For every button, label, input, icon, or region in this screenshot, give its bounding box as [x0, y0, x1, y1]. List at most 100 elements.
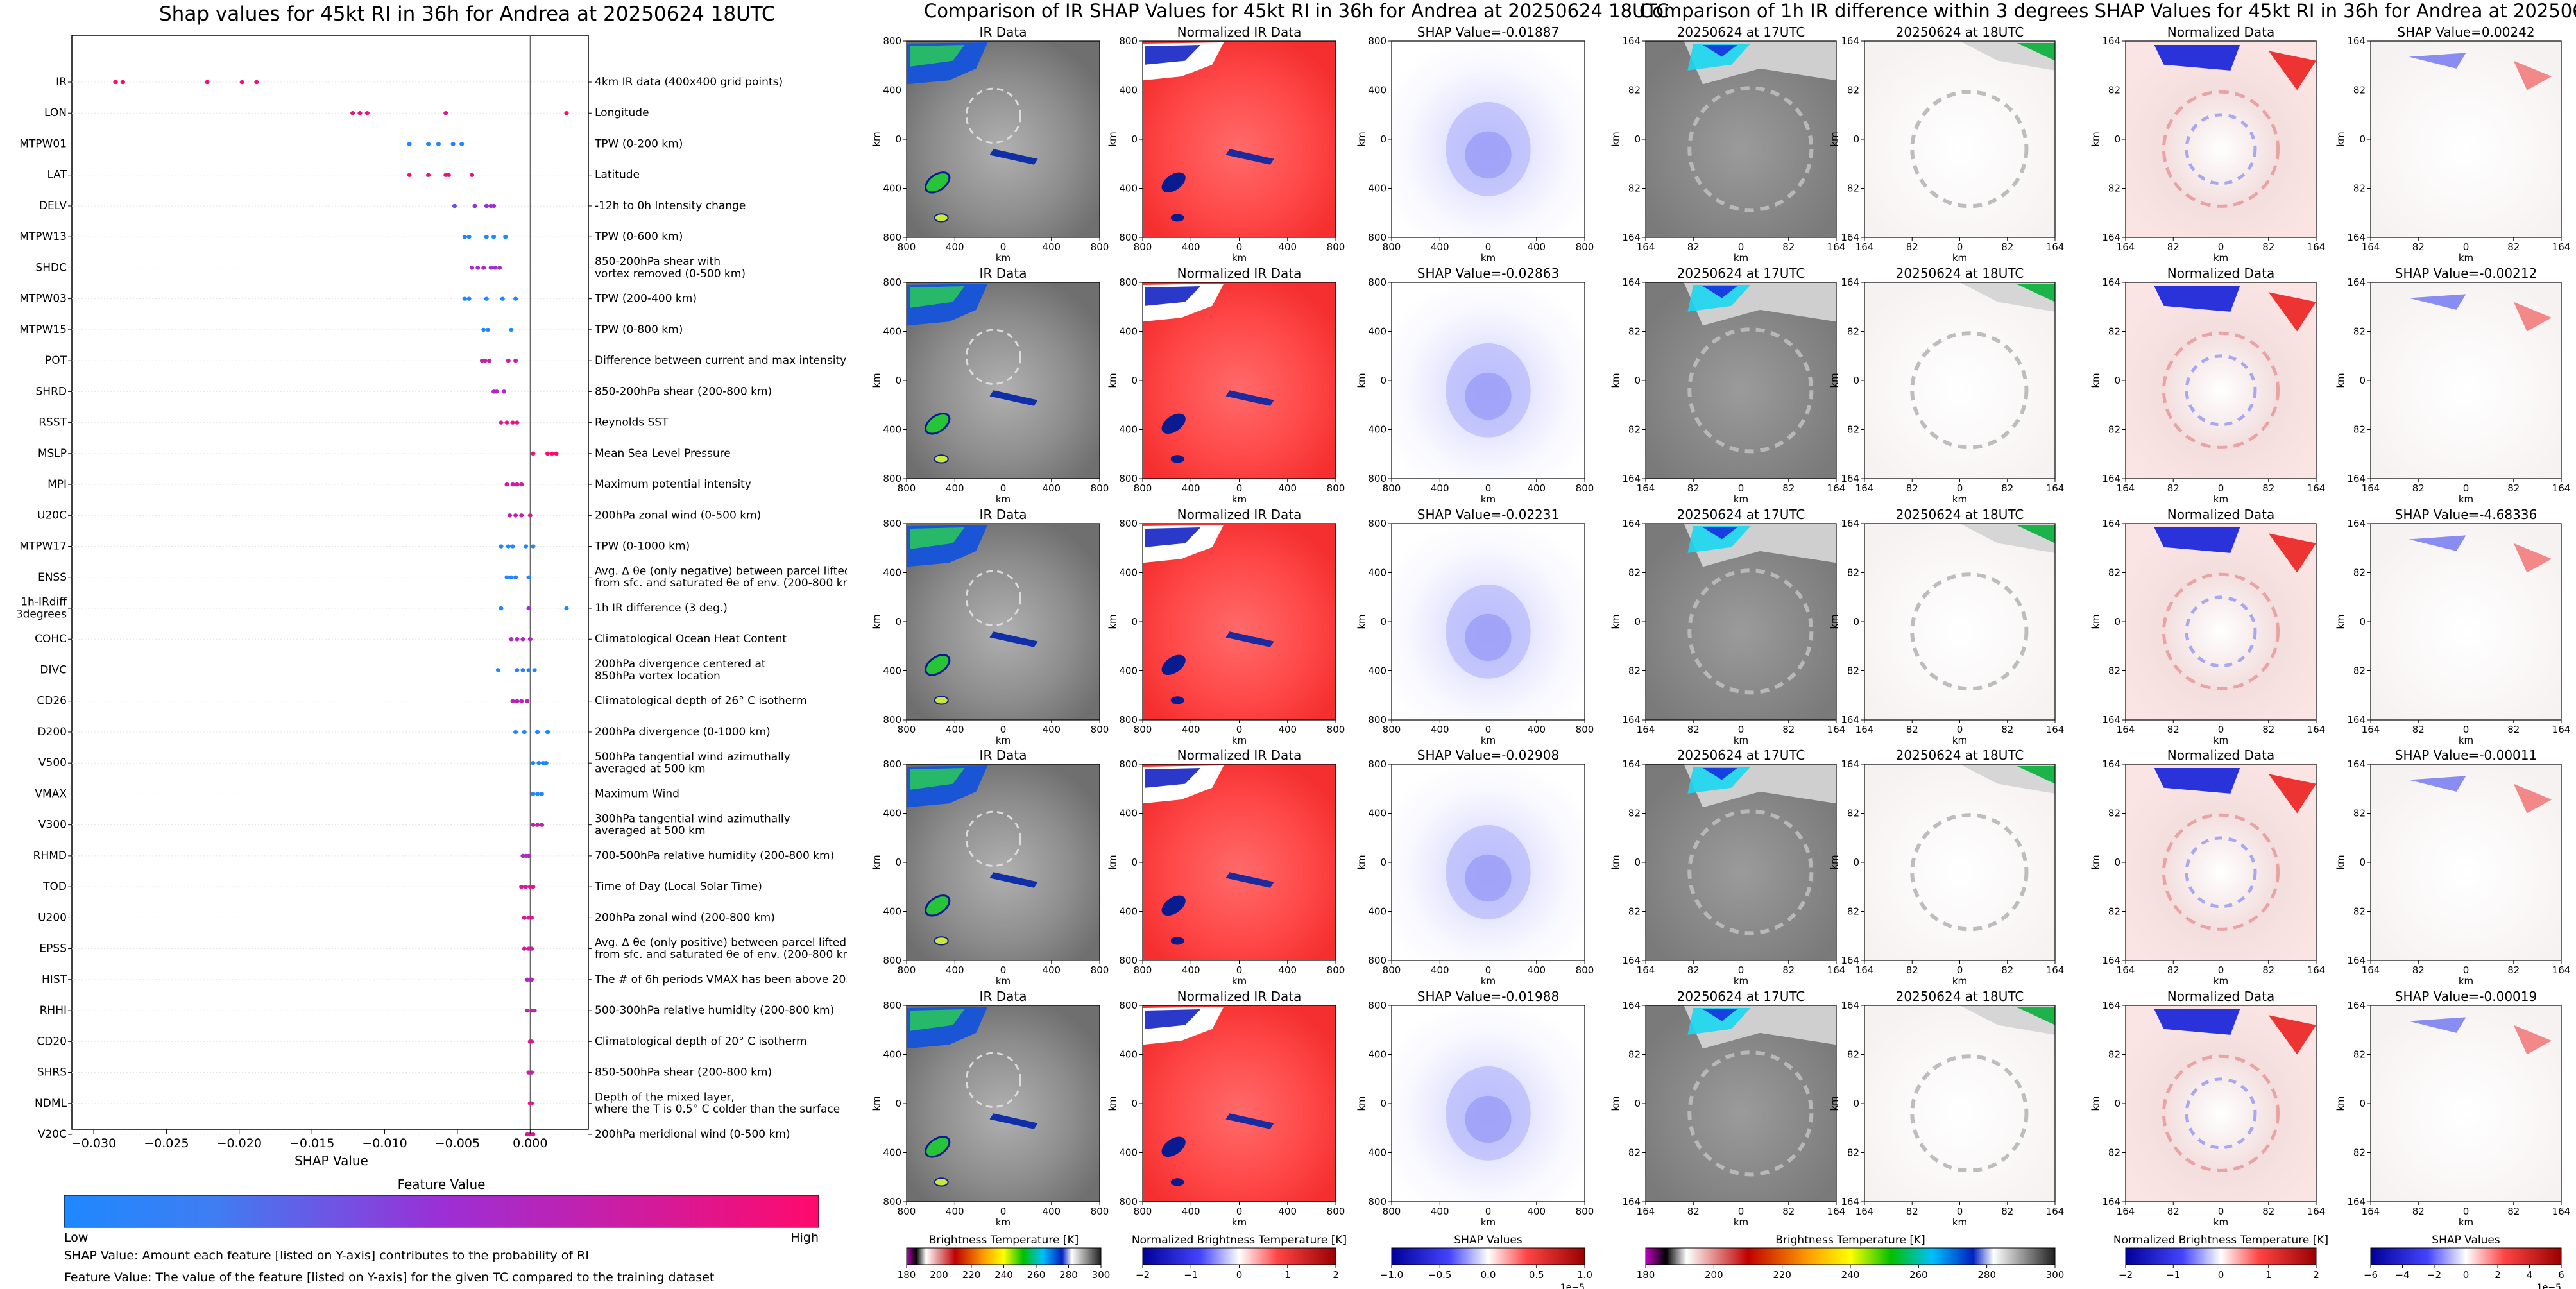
y-tick-label: 164	[2347, 277, 2366, 288]
y-tick-label: 82	[1628, 326, 1641, 337]
shap-point	[531, 451, 536, 456]
feature-description: Avg. Δ θe (only positive) between parcel…	[595, 936, 847, 961]
convective-cell	[1161, 172, 1186, 193]
y-tick-label: 164	[2347, 518, 2366, 529]
x-tick-label: 82	[2001, 482, 2013, 494]
y-tick-label: 0	[895, 1098, 901, 1109]
convective-cell	[925, 894, 951, 917]
shap-colorbar	[1391, 1247, 1585, 1265]
y-tick-label: 164	[2102, 714, 2120, 726]
y-tick-label: 164	[1841, 1000, 1859, 1011]
y-tick-label: 400	[1119, 808, 1138, 819]
shap-point	[491, 203, 497, 209]
y-axis-label: km	[2090, 614, 2101, 629]
panel-title: 20250624 at 17UTC	[1677, 266, 1805, 281]
x-axis-label: km	[1734, 1216, 1748, 1228]
y-tick-label: 400	[883, 1147, 901, 1159]
x-tick-label: 400	[1278, 1206, 1297, 1217]
y-tick-label: 82	[2108, 906, 2120, 918]
shap-point	[493, 266, 498, 270]
feature-description: 850-200hPa shear (200-800 km)	[595, 385, 772, 398]
x-tick-label: 0	[1957, 241, 1963, 253]
shap-point	[543, 760, 549, 765]
cold-cloud-core	[910, 1009, 965, 1031]
colorbar-tick-label: 4	[2527, 1269, 2533, 1281]
shap-positive-area	[2513, 60, 2552, 90]
shap-point	[523, 884, 529, 889]
y-tick-label: 164	[1622, 473, 1641, 484]
y-tick-label: 82	[1847, 85, 1859, 96]
colorbar-tick-label: −0.5	[1428, 1269, 1451, 1281]
feature-name: RSST	[38, 416, 67, 429]
x-axis-label: km	[996, 1216, 1011, 1228]
diff-swirl	[2162, 90, 2280, 208]
shap-point	[407, 142, 412, 146]
shap-negative-core	[1465, 854, 1512, 902]
y-tick-label: 164	[2347, 758, 2366, 770]
cold-cloud-cyan	[1687, 526, 1751, 553]
feature-name: MTPW15	[19, 323, 67, 336]
x-tick-label: 164	[2046, 241, 2065, 253]
panel-image	[1864, 764, 2055, 960]
x-tick-label: 82	[1782, 1206, 1795, 1217]
x-tick-label: 400	[1527, 1206, 1546, 1217]
y-axis-label: km	[1829, 373, 1840, 388]
y-tick-label: 82	[2108, 1049, 2120, 1061]
colorbar-tick-label: 300	[1092, 1269, 1111, 1281]
x-tick-label: 800	[1383, 241, 1401, 253]
x-axis-label: km	[996, 252, 1011, 264]
shap-point	[539, 792, 545, 796]
shap-point	[510, 482, 515, 487]
y-axis-label: km	[2335, 1096, 2346, 1111]
y-axis-label: km	[2090, 855, 2101, 869]
y-tick-label: 82	[1628, 1147, 1641, 1159]
y-axis-label: km	[1829, 1096, 1840, 1111]
x-tick-label: 82	[1906, 241, 1918, 253]
positive-diff	[2268, 774, 2316, 814]
x-axis-label: km	[1232, 975, 1247, 987]
y-axis-label: km	[1610, 855, 1621, 869]
y-tick-label: 0	[1634, 133, 1641, 145]
feature-name: DIVC	[40, 663, 67, 676]
x-tick-label: 164	[1637, 964, 1655, 976]
x-tick-label: 0	[1738, 241, 1744, 253]
x-tick-label: 0	[1485, 724, 1492, 735]
panel-title: 20250624 at 18UTC	[1896, 266, 2024, 281]
y-tick-label: 800	[1368, 518, 1386, 529]
x-tick-label: 0	[1000, 241, 1007, 253]
storm-swirl	[965, 810, 1022, 867]
y-tick-label: 164	[2102, 518, 2120, 529]
shap-point	[525, 1008, 530, 1013]
x-tick-label: 0	[1957, 482, 1963, 494]
shap-point	[529, 916, 534, 920]
feature-description: TPW (0-200 km)	[594, 137, 683, 150]
feature-name: SHDC	[35, 261, 67, 274]
x-tick-label: 400	[1431, 241, 1449, 253]
y-tick-label: 82	[1847, 567, 1859, 579]
y-tick-label: 0	[1380, 857, 1386, 868]
shap-point	[450, 142, 456, 146]
shap-point	[532, 1008, 537, 1013]
legend-title: Feature Value	[398, 1177, 486, 1192]
x-tick-label: 164	[2117, 724, 2135, 735]
x-tick-label: 800	[898, 724, 916, 735]
y-tick-label: 800	[883, 1196, 901, 1208]
negative-diff	[2154, 286, 2240, 312]
y-axis-label: km	[2335, 855, 2346, 869]
diff-section-title: Comparison of 1h IR difference within 3 …	[1639, 0, 2576, 22]
x-axis-label: km	[2459, 975, 2473, 987]
feature-description: 4km IR data (400x400 grid points)	[595, 76, 783, 89]
x-tick-label: 82	[2262, 964, 2274, 976]
y-axis-label: km	[2335, 132, 2346, 146]
x-tick-label: 0	[1000, 1206, 1007, 1217]
y-tick-label: 0	[2359, 616, 2366, 627]
x-tick-label: 82	[2507, 964, 2520, 976]
shap-point	[531, 884, 536, 889]
colorbar-tick-label: 1.0	[1577, 1269, 1592, 1281]
y-tick-label: 0	[2114, 375, 2120, 386]
colorbar-tick-label: 180	[1637, 1269, 1655, 1281]
shap-point	[446, 173, 451, 177]
colorbar-label: Brightness Temperature [K]	[929, 1234, 1079, 1247]
shap-point	[522, 730, 527, 735]
y-axis-label: km	[2335, 614, 2346, 629]
